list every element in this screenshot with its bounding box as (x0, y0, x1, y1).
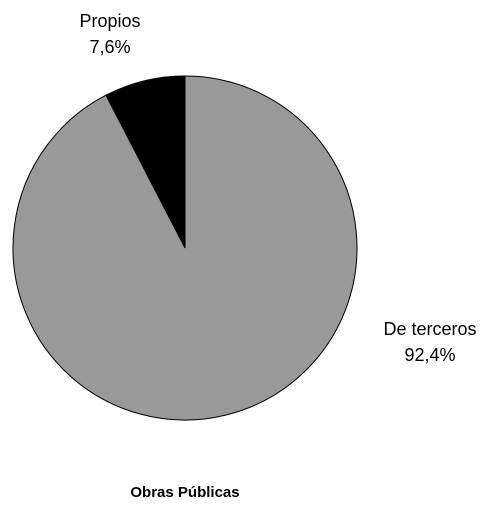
slice-label: De terceros (383, 319, 476, 339)
chart-title: Obras Públicas (130, 484, 239, 501)
slice-value-label: 7,6% (89, 37, 130, 57)
pie-slice (12, 75, 358, 421)
slice-label: Propios (79, 11, 140, 31)
slice-value-label: 92,4% (404, 345, 455, 365)
